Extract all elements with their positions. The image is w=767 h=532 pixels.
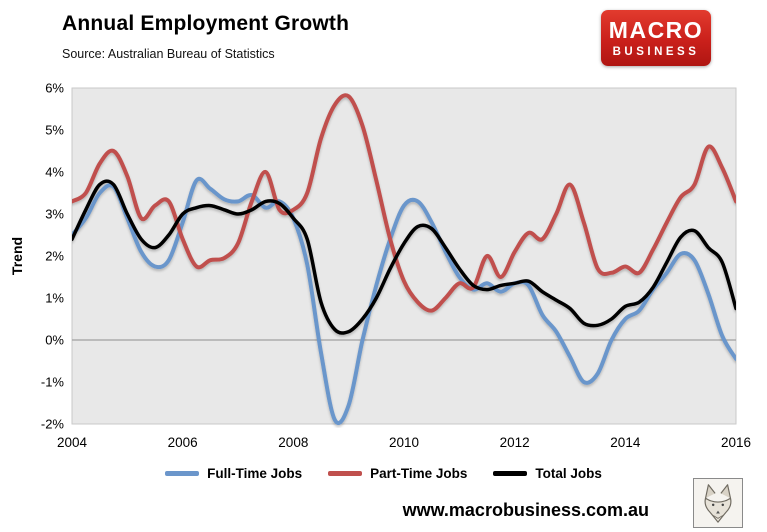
legend-swatch bbox=[165, 471, 200, 476]
legend-item-total-jobs: Total Jobs bbox=[493, 466, 602, 481]
page-title: Annual Employment Growth bbox=[62, 12, 350, 35]
x-tick-label: 2012 bbox=[500, 435, 530, 450]
source-subtitle: Source: Australian Bureau of Statistics bbox=[62, 47, 275, 61]
y-tick-label: 0% bbox=[45, 333, 64, 348]
macrobusiness-logo: MACRO BUSINESS bbox=[601, 10, 711, 66]
y-tick-label: 3% bbox=[45, 207, 64, 222]
x-tick-label: 2016 bbox=[721, 435, 751, 450]
y-tick-label: 1% bbox=[45, 291, 64, 306]
x-tick-label: 2014 bbox=[610, 435, 641, 450]
chart-legend: Full-Time Jobs Part-Time Jobs Total Jobs bbox=[0, 466, 767, 481]
wolf-etching-icon bbox=[704, 484, 732, 523]
legend-item-full-time-jobs: Full-Time Jobs bbox=[165, 466, 302, 481]
y-tick-label: 6% bbox=[45, 81, 64, 96]
series-line-full-time-jobs bbox=[72, 176, 736, 426]
x-tick-label: 2010 bbox=[389, 435, 419, 450]
y-tick-label: -1% bbox=[41, 375, 65, 390]
legend-label: Full-Time Jobs bbox=[207, 466, 303, 481]
y-tick-label: 4% bbox=[45, 165, 64, 180]
wolf-logo bbox=[693, 478, 743, 528]
website-url: www.macrobusiness.com.au bbox=[402, 500, 649, 520]
y-tick-label: -2% bbox=[41, 417, 65, 432]
employment-growth-chart: 6% 5% 4% 3% 2% 1% 0% -1% -2% 2004 2006 2008 2010 2012… bbox=[41, 81, 751, 451]
title-block: Annual Employment Growth Source: Austral… bbox=[62, 12, 349, 61]
plot-area bbox=[71, 87, 737, 425]
series-line-total-jobs bbox=[72, 179, 736, 335]
legend-label: Part-Time Jobs bbox=[370, 466, 468, 481]
y-tick-label: 5% bbox=[45, 123, 64, 138]
legend-label: Total Jobs bbox=[535, 466, 602, 481]
x-tick-label: 2008 bbox=[278, 435, 308, 450]
legend-swatch bbox=[328, 471, 363, 476]
legend-swatch bbox=[493, 471, 528, 476]
y-tick-label: 2% bbox=[45, 249, 64, 264]
legend-item-part-time-jobs: Part-Time Jobs bbox=[328, 466, 467, 481]
series-line-part-time-jobs bbox=[72, 93, 736, 313]
logo-text-business: BUSINESS bbox=[612, 45, 700, 58]
x-tick-label: 2004 bbox=[57, 435, 88, 450]
x-tick-label: 2006 bbox=[168, 435, 198, 450]
logo-text-macro: MACRO bbox=[608, 16, 704, 43]
